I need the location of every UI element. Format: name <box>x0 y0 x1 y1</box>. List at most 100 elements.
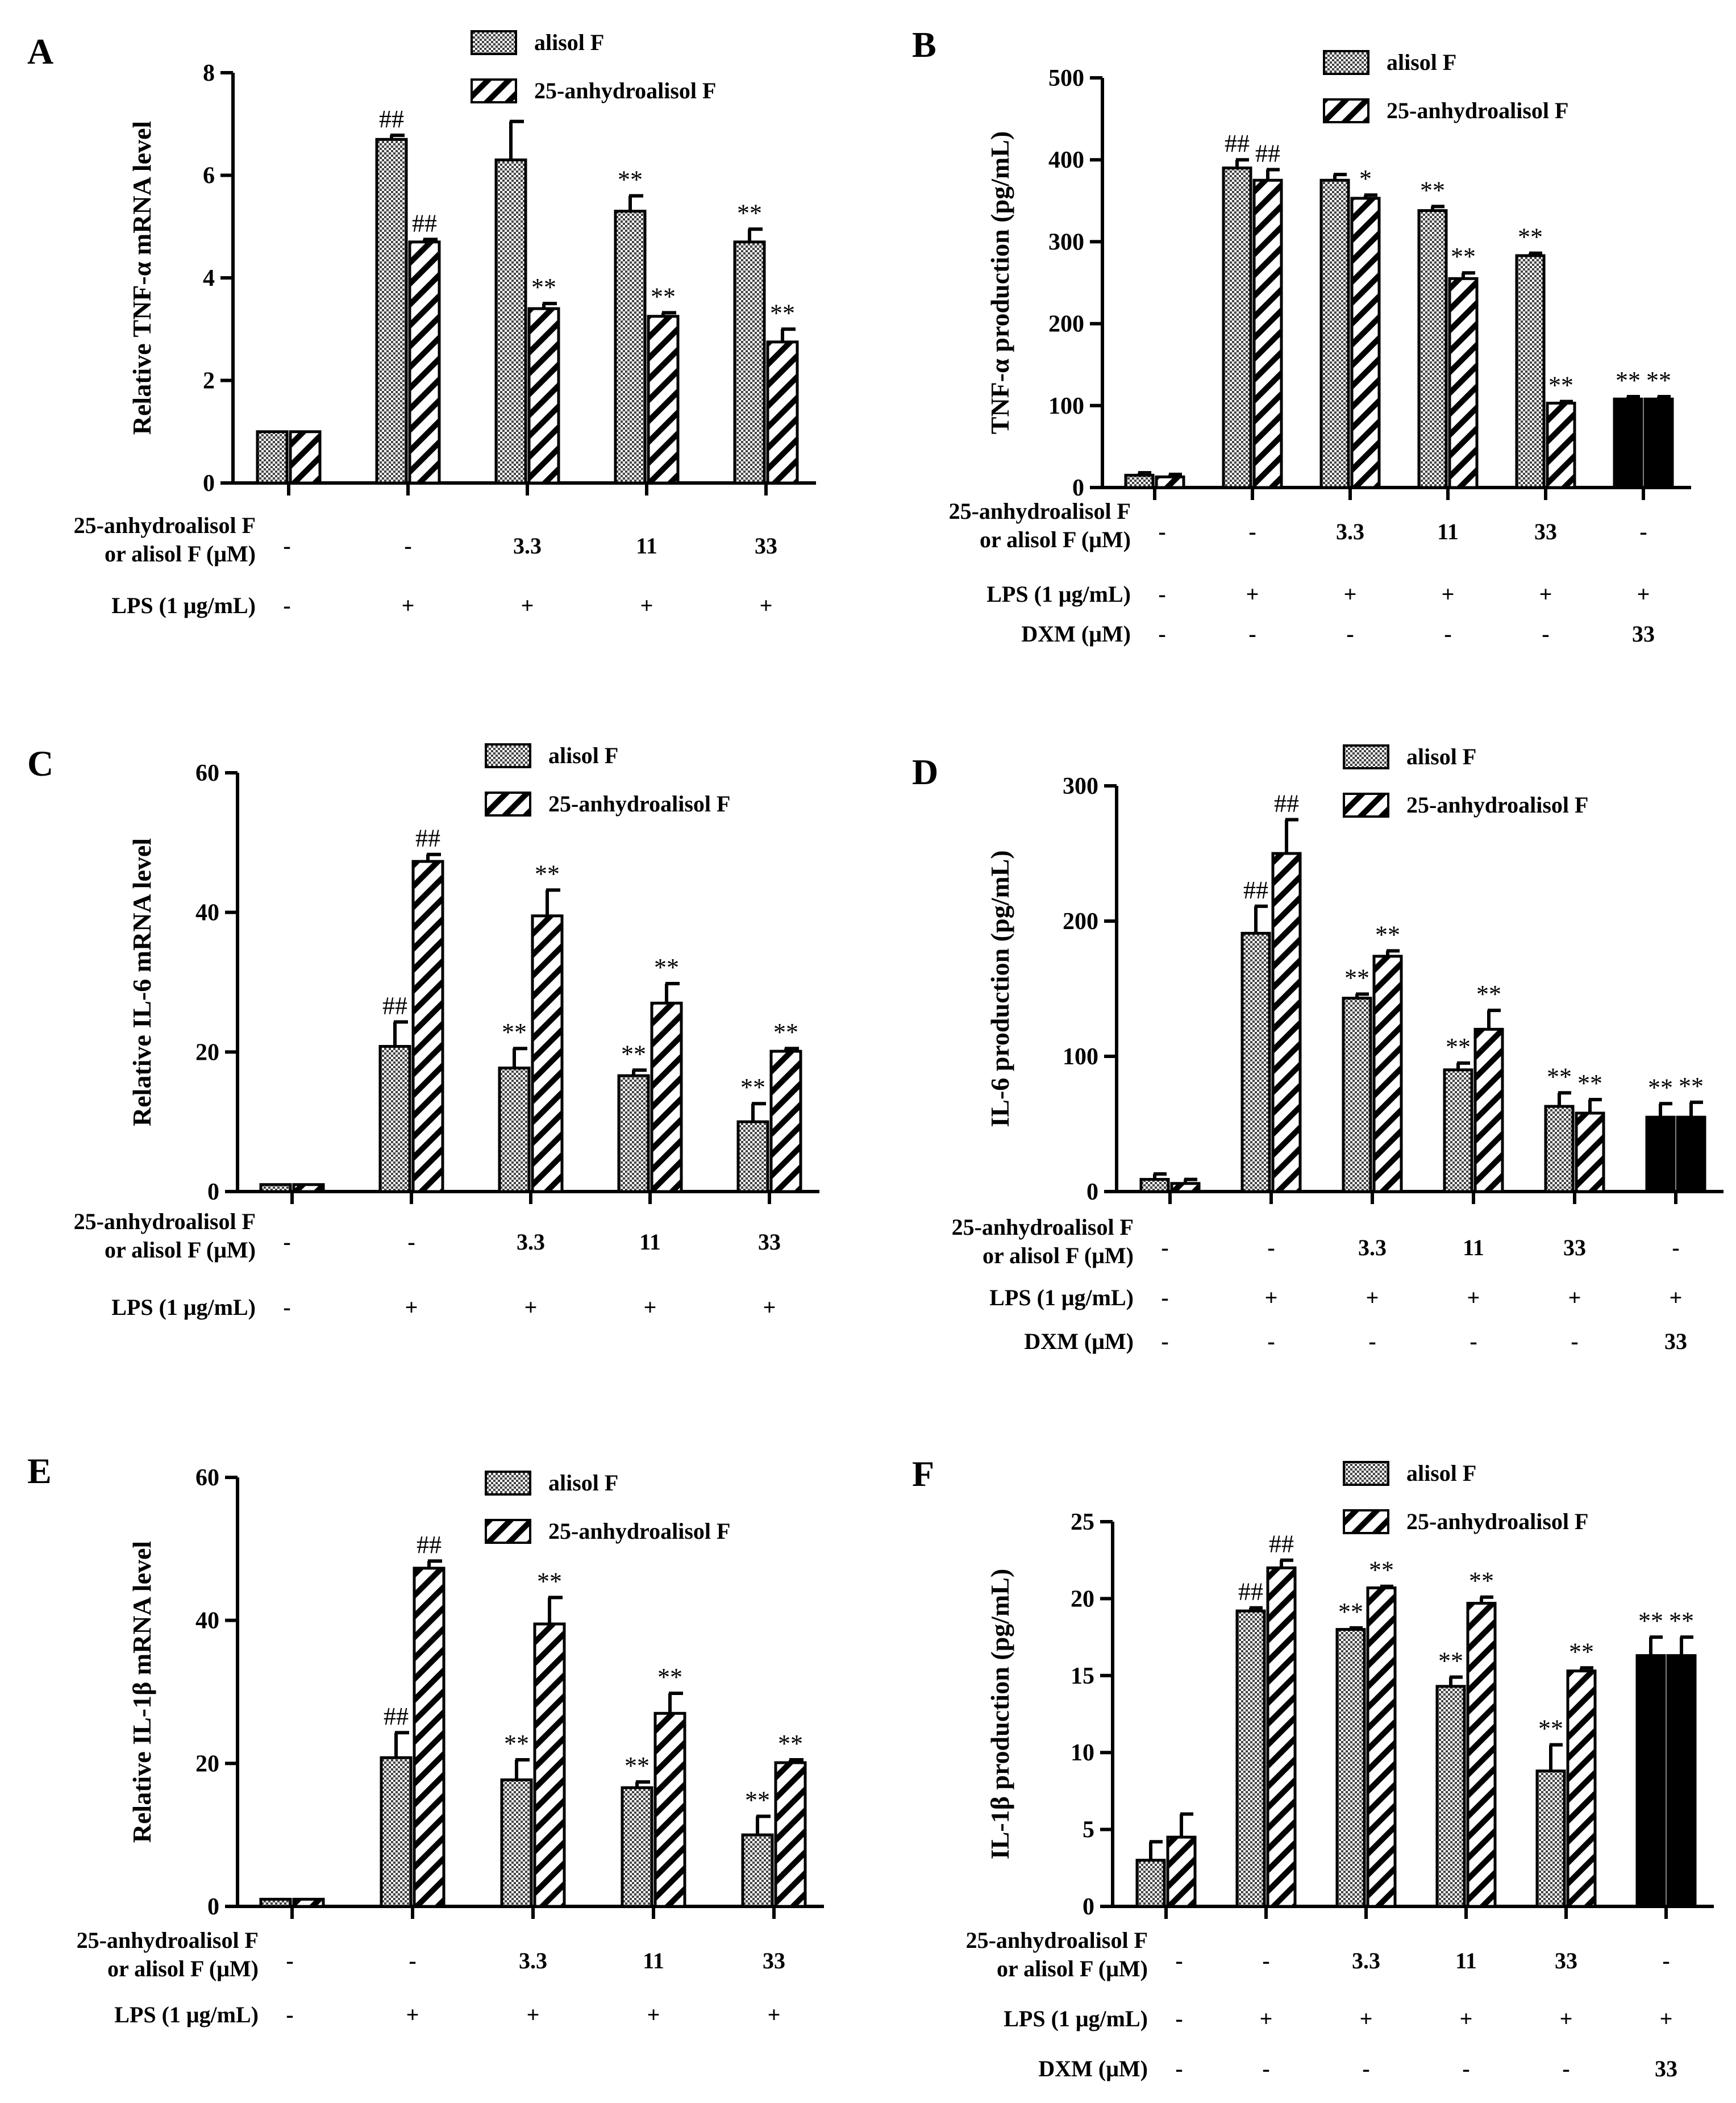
legend-label-anhydro: 25-anhydroalisol F <box>548 1518 730 1544</box>
lps-value: + <box>406 2002 419 2027</box>
significance-mark: ** <box>531 273 556 301</box>
bar-check <box>1139 1178 1170 1193</box>
significance-mark: ** <box>737 199 762 227</box>
y-axis-title: IL-1β production (pg/mL) <box>985 1569 1014 1860</box>
panel-letter: E <box>27 1451 52 1491</box>
dxm-value: - <box>1346 621 1354 647</box>
bar-check <box>1135 1859 1166 1908</box>
significance-mark: ** <box>1375 921 1400 948</box>
bar-hatch <box>1366 1586 1397 1908</box>
dxm-value: - <box>1262 2056 1269 2081</box>
bar-check <box>1635 1654 1666 1908</box>
bar-hatch <box>292 1183 325 1193</box>
row-label-dose-unit: or alisol F (μM) <box>105 541 256 567</box>
y-tick-label: 300 <box>1048 229 1084 255</box>
significance-mark: ** <box>502 1018 527 1046</box>
lps-value: + <box>1467 1285 1480 1310</box>
y-tick-label: 0 <box>203 470 215 497</box>
legend: alisol F 25-anhydroalisol F <box>485 743 730 817</box>
lps-value: + <box>760 593 773 618</box>
bar-check <box>1417 209 1448 489</box>
legend: alisol F 25-anhydroalisol F <box>1323 49 1568 123</box>
bar-check <box>1435 1685 1466 1908</box>
row-label-dose: 25-anhydroalisol F <box>74 1209 256 1234</box>
bar-check <box>1335 1628 1366 1908</box>
bar-check <box>500 1778 533 1908</box>
bar-check <box>259 1183 292 1193</box>
treatment-table: 25-anhydroalisol F or alisol F (μM) LPS (1… <box>952 1214 1687 1354</box>
bar-hatch <box>1252 178 1283 489</box>
lps-value: - <box>1158 581 1165 607</box>
legend: alisol F 25-anhydroalisol F <box>1343 744 1588 818</box>
dose-value: 11 <box>643 1948 664 1973</box>
dose-value: - <box>1175 1948 1183 1973</box>
dose-value: - <box>1267 1235 1275 1260</box>
dose-value: - <box>1161 1235 1168 1260</box>
significance-mark: ** <box>1338 1598 1363 1626</box>
bar-hatch <box>650 1001 683 1193</box>
dose-value: 11 <box>636 533 657 559</box>
bar-check <box>498 1067 531 1193</box>
lps-value: + <box>1539 581 1552 607</box>
panel-E: E 0 20 40 60 Relative IL-1β mRNA level ## ## ** *… <box>27 1451 824 2027</box>
y-tick-label: 10 <box>1071 1740 1094 1766</box>
y-tick-label: 100 <box>1063 1044 1098 1070</box>
bar-hatch <box>1170 1182 1201 1193</box>
y-axis-title: TNF-α production (pg/mL) <box>985 131 1014 434</box>
significance-mark: ** <box>1369 1556 1394 1584</box>
significance-mark: ** <box>1438 1647 1463 1675</box>
significance-mark: ** <box>1538 1715 1563 1743</box>
row-label-dose: 25-anhydroalisol F <box>949 498 1131 524</box>
y-tick-label: 20 <box>195 1039 219 1065</box>
bar-hatch <box>1448 277 1479 489</box>
significance-mark: ** <box>1569 1638 1594 1665</box>
significance-mark: ** <box>745 1786 770 1814</box>
lps-value: + <box>521 593 534 618</box>
significance-mark: ** <box>1638 1607 1663 1635</box>
significance-mark: ## <box>382 992 407 1020</box>
lps-value: + <box>763 1294 776 1320</box>
bar-check <box>1645 1115 1676 1193</box>
bar-hatch <box>1266 1566 1297 1908</box>
lps-value: - <box>283 1294 290 1320</box>
y-axis-title: Relative IL-1β mRNA level <box>127 1541 156 1843</box>
bar-hatch <box>769 1050 802 1193</box>
legend: alisol F 25-anhydroalisol F <box>471 30 716 103</box>
legend-swatch-check <box>1343 744 1389 769</box>
dose-value: - <box>283 1229 290 1255</box>
significance-mark: ## <box>1238 1578 1263 1606</box>
bar-check <box>1319 178 1350 489</box>
bar-hatch <box>1155 475 1185 489</box>
dose-value: 33 <box>763 1948 785 1973</box>
treatment-table: 25-anhydroalisol F or alisol F (μM) LPS (1… <box>77 1927 785 2027</box>
dxm-value: - <box>1571 1329 1578 1354</box>
treatment-table: 25-anhydroalisol F or alisol F (μM) LPS (1… <box>74 513 777 618</box>
significance-mark: ** <box>537 1567 562 1595</box>
y-tick-label: 0 <box>1086 1179 1098 1205</box>
lps-value: + <box>1670 1285 1683 1310</box>
panel-C: C 0 20 40 60 Relative IL-6 mRNA level ## ## ** **… <box>27 743 819 1320</box>
lps-value: + <box>640 593 653 618</box>
lps-value: + <box>1366 1285 1379 1310</box>
bar-hatch <box>1166 1835 1197 1908</box>
dose-value: - <box>1262 1948 1269 1973</box>
row-label-lps: LPS (1 μg/mL) <box>114 2002 259 2027</box>
legend-label-anhydro: 25-anhydroalisol F <box>534 78 716 103</box>
bar-hatch <box>1566 1669 1597 1908</box>
dose-value: - <box>1662 1948 1670 1973</box>
significance-mark: ** <box>1446 1033 1471 1061</box>
dose-value: - <box>286 1948 293 1973</box>
y-tick-label: 8 <box>203 60 215 86</box>
lps-value: + <box>1460 2006 1473 2031</box>
bar-check <box>736 1120 769 1193</box>
panel-letter: B <box>912 24 936 65</box>
bar-check <box>259 1897 292 1908</box>
y-tick-label: 6 <box>203 163 215 189</box>
y-tick-label: 60 <box>195 1465 219 1491</box>
dxm-value: 33 <box>1632 621 1655 647</box>
legend-label-alisol: alisol F <box>1406 744 1476 769</box>
dose-value: 11 <box>1437 519 1459 544</box>
bar-hatch <box>1676 1115 1706 1193</box>
dose-value: - <box>409 1948 416 1973</box>
